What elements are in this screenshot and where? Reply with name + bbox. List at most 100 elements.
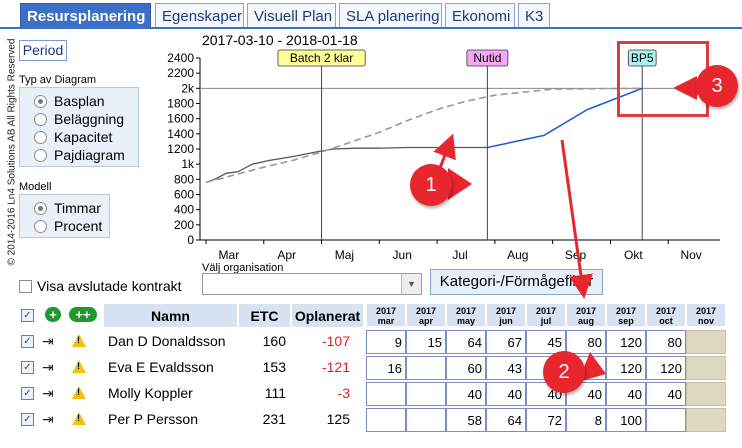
row-name[interactable]: Molly Koppler xyxy=(108,385,193,401)
month-year: 2017 xyxy=(535,306,557,316)
x-tick-label: Aug xyxy=(507,248,528,262)
y-tick-label: 2400 xyxy=(167,51,194,65)
y-tick-label: 2k xyxy=(181,81,195,95)
row-name[interactable]: Dan D Donaldsson xyxy=(108,333,226,349)
radio-dot xyxy=(34,202,47,215)
model-label: Modell xyxy=(19,181,52,193)
row-month-cell[interactable]: 120 xyxy=(606,356,646,380)
tab-resursplanering[interactable]: Resursplanering xyxy=(20,3,151,28)
row-month-cell[interactable]: 80 xyxy=(566,330,606,354)
exit-icon[interactable]: ⇥ xyxy=(42,411,54,427)
month-name: jun xyxy=(499,316,513,326)
org-select[interactable]: ▼ xyxy=(202,273,422,295)
x-tick-label: Apr xyxy=(277,248,296,262)
row-month-cell[interactable] xyxy=(406,382,446,406)
model-group: Timmar Procent xyxy=(19,194,110,238)
row-oplanerat: -107 xyxy=(321,333,350,349)
row-etc: 231 xyxy=(262,411,286,427)
row-month-cell[interactable]: 40 xyxy=(646,382,686,406)
tab-ekonomi[interactable]: Ekonomi xyxy=(445,3,515,28)
row-month-cell[interactable]: 80 xyxy=(646,330,686,354)
add-multiple-icon[interactable]: ++ xyxy=(69,307,97,322)
exit-icon[interactable]: ⇥ xyxy=(42,333,54,349)
warning-icon xyxy=(72,412,86,425)
add-icon[interactable]: + xyxy=(45,307,61,322)
chevron-down-icon[interactable]: ▼ xyxy=(401,274,421,294)
select-all-checkbox[interactable]: ✓ xyxy=(21,309,34,322)
tab-sla-planering[interactable]: SLA planering xyxy=(339,3,442,28)
org-label: Välj organisation xyxy=(202,262,284,274)
row-month-cell[interactable]: 16 xyxy=(366,356,406,380)
exit-icon[interactable]: ⇥ xyxy=(42,385,54,401)
month-year: 2017 xyxy=(415,306,437,316)
month-header-may: 2017 may xyxy=(446,303,486,327)
month-name: jul xyxy=(540,316,552,326)
tab-egenskaper[interactable]: Egenskaper xyxy=(155,3,244,28)
period-button[interactable]: Period xyxy=(19,40,67,61)
row-month-cell[interactable] xyxy=(366,382,406,406)
exit-icon[interactable]: ⇥ xyxy=(42,359,54,375)
month-year: 2017 xyxy=(495,306,517,316)
month-header-jun: 2017 jun xyxy=(486,303,526,327)
tab-k3[interactable]: K3 xyxy=(518,3,550,28)
row-etc: 153 xyxy=(262,359,286,375)
row-month-cell[interactable]: 67 xyxy=(486,330,526,354)
x-tick-label: Nov xyxy=(680,248,701,262)
series-line-solid-grey xyxy=(205,146,488,184)
row-month-cell[interactable]: 72 xyxy=(526,408,566,432)
row-month-cell[interactable]: 43 xyxy=(486,356,526,380)
row-month-cell[interactable]: 40 xyxy=(446,382,486,406)
radio-label: Basplan xyxy=(54,93,105,109)
visa-avslutade-checkbox[interactable] xyxy=(19,280,32,293)
row-month-cell[interactable]: 40 xyxy=(486,382,526,406)
row-checkbox[interactable]: ✓ xyxy=(21,387,34,400)
row-month-cell[interactable]: 64 xyxy=(486,408,526,432)
row-name[interactable]: Eva E Evaldsson xyxy=(108,359,214,375)
y-tick-label: 200 xyxy=(174,218,194,232)
y-tick-label: 1600 xyxy=(167,112,194,126)
row-month-cell[interactable] xyxy=(646,408,686,432)
row-month-cell[interactable]: 45 xyxy=(526,330,566,354)
row-month-cell[interactable]: 100 xyxy=(606,408,646,432)
row-month-cell[interactable] xyxy=(366,408,406,432)
row-checkbox[interactable]: ✓ xyxy=(21,335,34,348)
month-year: 2017 xyxy=(375,306,397,316)
row-checkbox[interactable]: ✓ xyxy=(21,361,34,374)
row-month-cell[interactable]: 58 xyxy=(446,408,486,432)
row-month-cell[interactable] xyxy=(406,408,446,432)
warning-icon xyxy=(72,334,86,347)
row-month-cell[interactable]: 64 xyxy=(446,330,486,354)
row-month-cell xyxy=(686,382,726,406)
diagram-type-group: Basplan Beläggning Kapacitet Pajdiagram xyxy=(19,87,139,167)
row-oplanerat: -121 xyxy=(321,359,350,375)
month-year: 2017 xyxy=(455,306,477,316)
row-month-cell[interactable]: 9 xyxy=(366,330,406,354)
row-month-cell[interactable]: 15 xyxy=(406,330,446,354)
row-month-cell[interactable]: 8 xyxy=(566,408,606,432)
row-month-cell[interactable]: 40 xyxy=(606,382,646,406)
month-header-oct: 2017 oct xyxy=(646,303,686,327)
tab-underline xyxy=(0,27,742,29)
y-tick-label: 800 xyxy=(174,172,194,186)
header-oplanerat[interactable]: Oplanerat xyxy=(291,303,364,328)
row-month-cell[interactable] xyxy=(406,356,446,380)
callout-1-pointer xyxy=(448,168,472,200)
month-name: may xyxy=(456,316,475,326)
month-header-apr: 2017 apr xyxy=(406,303,446,327)
y-tick-label: 1800 xyxy=(167,97,194,111)
diagram-type-label: Typ av Diagram xyxy=(19,74,97,86)
row-month-cell[interactable]: 120 xyxy=(606,330,646,354)
header-namn[interactable]: Namn xyxy=(103,303,238,328)
tab-visuell-plan[interactable]: Visuell Plan xyxy=(247,3,336,28)
row-month-cell[interactable]: 60 xyxy=(446,356,486,380)
x-tick-label: Mar xyxy=(219,248,240,262)
row-month-cell[interactable]: 120 xyxy=(646,356,686,380)
month-header-nov: 2017 nov xyxy=(686,303,726,327)
x-tick-label: Jul xyxy=(452,248,467,262)
header-etc[interactable]: ETC xyxy=(238,303,291,328)
row-name[interactable]: Per P Persson xyxy=(108,411,199,427)
radio-label: Timmar xyxy=(54,200,101,216)
row-checkbox[interactable]: ✓ xyxy=(21,413,34,426)
month-header-mar: 2017 mar xyxy=(366,303,406,327)
